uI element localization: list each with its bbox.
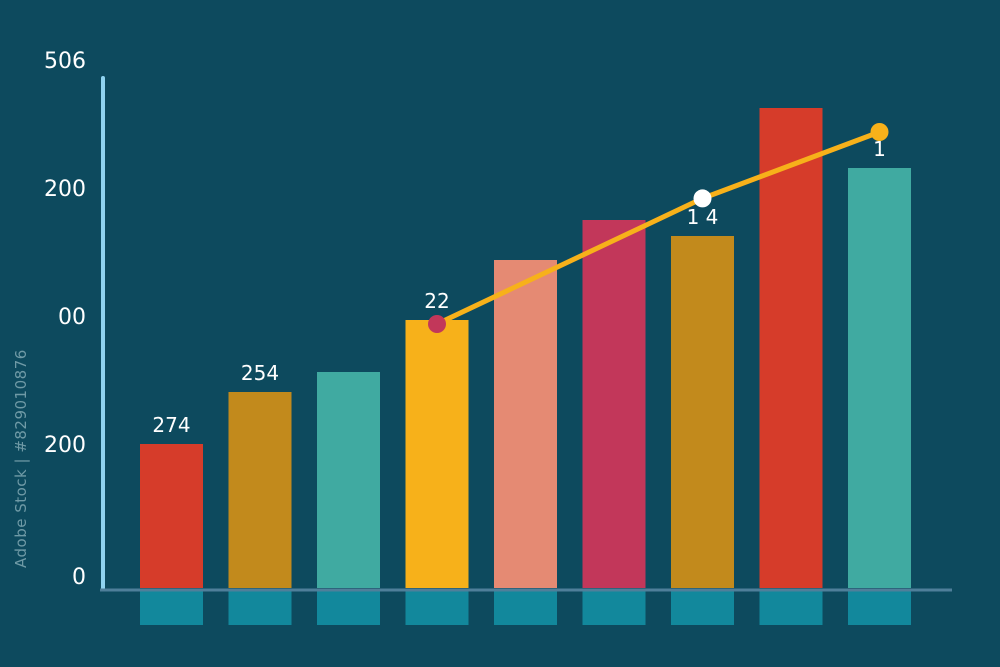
bar-4 [405,320,469,588]
bar-data-label-4: 1 4 [687,205,719,229]
bar-8 [759,108,823,588]
bar-3 [317,372,380,588]
trend-point-1 [428,315,446,333]
bar-2 [228,392,292,588]
bar-reflection-3 [317,589,380,625]
trend-point-2 [693,189,712,208]
bar-1 [140,444,203,588]
bar-reflection-9 [848,589,911,625]
y-tick-label-2: 200 [44,433,86,458]
bar-5 [494,260,557,588]
bar-reflection-4 [405,589,469,625]
y-tick-label-1: 0 [72,565,86,590]
y-tick-label-4: 200 [44,177,86,202]
y-tick-label-3: 00 [58,305,86,330]
watermark-side-text: Adobe Stock | #829010876 [12,349,30,568]
bar-6 [582,220,646,588]
trend-point-3 [870,123,889,141]
y-tick-label-5: 506 [44,49,86,74]
bar-reflection-7 [671,589,734,625]
bar-data-label-3: 22 [424,289,449,313]
bar-9 [848,168,911,588]
bars [140,108,911,588]
trend-line [428,123,889,333]
bar-data-label-1: 274 [152,413,190,437]
bar-7 [671,236,734,588]
bar-data-label-2: 254 [241,361,279,385]
bar-reflection-1 [140,589,203,625]
bar-reflection-8 [759,589,823,625]
bar-reflections [140,589,911,625]
bar-reflection-2 [228,589,292,625]
bar-data-label-5: 1 [873,137,886,161]
bar-data-labels: 274 254 22 1 4 1 [152,137,885,437]
bar-reflection-5 [494,589,557,625]
bar-reflection-6 [582,589,646,625]
y-tick-labels: 0 200 00 200 506 [44,49,86,590]
